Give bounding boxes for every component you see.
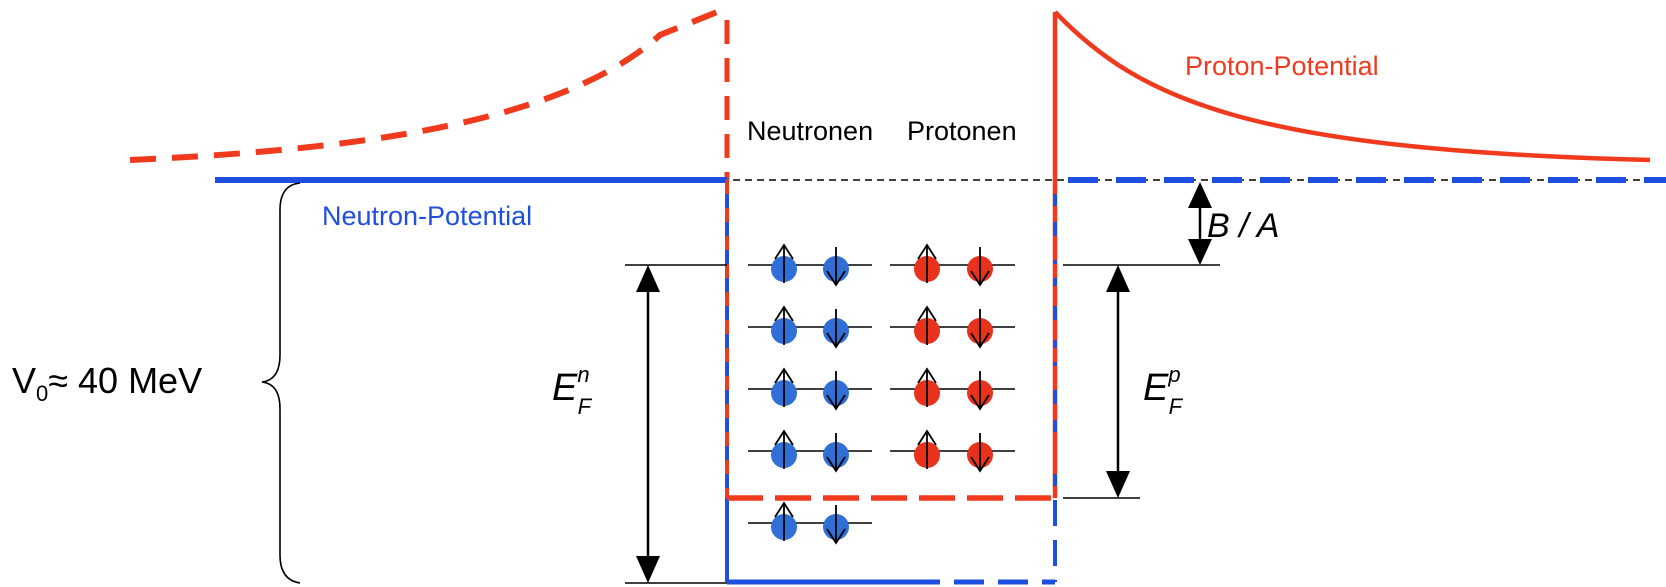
neutron-spin-up — [771, 243, 797, 283]
neutron-level — [748, 243, 872, 287]
ef-p-arrowhead-up — [1106, 265, 1130, 292]
neutron-level — [748, 305, 872, 349]
proton-spin-down — [967, 371, 993, 411]
neutron-spin-down — [823, 247, 849, 287]
proton-spin-down — [967, 309, 993, 349]
proton-spin-down — [967, 433, 993, 473]
proton-level — [890, 429, 1015, 473]
neutron-spin-down — [823, 371, 849, 411]
proton-levels — [890, 243, 1015, 473]
ba-arrowhead-down — [1188, 239, 1212, 265]
neutron-level — [748, 501, 872, 545]
ef-n-label: En F — [552, 362, 593, 419]
neutron-spin-down — [823, 505, 849, 545]
neutronen-label: Neutronen — [747, 116, 873, 146]
neutron-spin-down — [823, 309, 849, 349]
ef-n-arrowhead-down — [636, 556, 660, 583]
neutron-spin-up — [771, 429, 797, 469]
protonen-label: Protonen — [907, 116, 1017, 146]
neutron-potential-label: Neutron-Potential — [322, 201, 532, 231]
neutron-spin-up — [771, 367, 797, 407]
v0-brace — [261, 182, 301, 584]
proton-level — [890, 243, 1015, 287]
neutron-spin-up — [771, 305, 797, 345]
neutron-spin-down — [823, 433, 849, 473]
proton-potential-left-dashed — [129, 5, 729, 163]
proton-spin-up — [914, 243, 940, 283]
ba-arrowhead-up — [1188, 182, 1212, 208]
neutron-spin-up — [771, 501, 797, 541]
proton-potential-right — [1053, 10, 1651, 163]
ef-p-label: Ep F — [1143, 362, 1184, 419]
proton-spin-up — [914, 305, 940, 345]
neutron-level — [748, 367, 872, 411]
neutron-levels — [748, 243, 872, 545]
ef-n-arrowhead-up — [636, 265, 660, 292]
proton-level — [890, 367, 1015, 411]
proton-spin-up — [914, 429, 940, 469]
ef-p-arrowhead-down — [1106, 471, 1130, 498]
proton-spin-down — [967, 247, 993, 287]
proton-potential-label: Proton-Potential — [1185, 51, 1379, 81]
ba-label: B / A — [1207, 207, 1279, 245]
proton-spin-up — [914, 367, 940, 407]
proton-level — [890, 305, 1015, 349]
v0-label: V0≈ 40 MeV — [12, 360, 202, 406]
neutron-level — [748, 429, 872, 473]
